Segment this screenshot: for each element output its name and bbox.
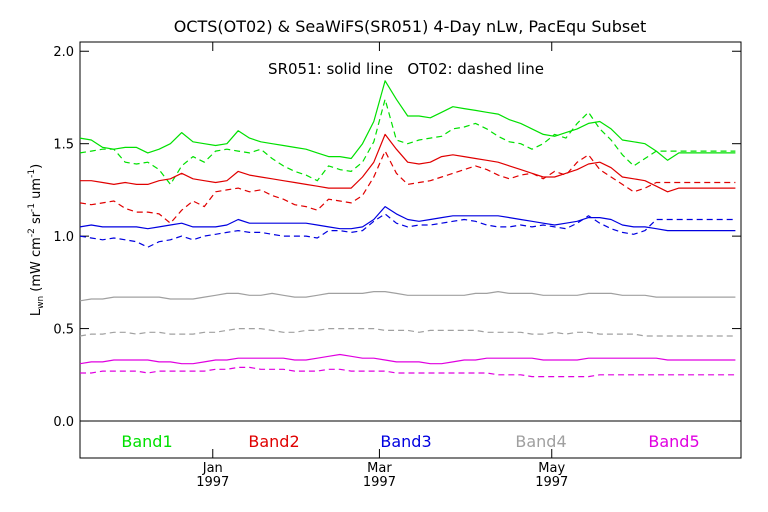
series-line-band1-solid bbox=[79, 80, 736, 161]
y-tick-label: 0.5 bbox=[53, 323, 74, 338]
series-line-band2-solid bbox=[80, 133, 736, 193]
x-tick-label-year: 1997 bbox=[196, 475, 229, 490]
line-style-annotation: SR051: solid line OT02: dashed line bbox=[268, 60, 544, 78]
y-axis-label-open: (mW cm bbox=[29, 237, 44, 296]
legend-band4: Band4 bbox=[515, 432, 566, 451]
x-tick-label-month: May bbox=[538, 461, 565, 476]
x-tick-label-month: Jan bbox=[202, 461, 223, 476]
series-line-band1-dashed bbox=[79, 98, 736, 185]
y-axis-label-mid1: sr bbox=[29, 211, 44, 228]
y-axis-label-mid2: um bbox=[29, 178, 44, 203]
y-tick-label: 1.5 bbox=[53, 138, 74, 153]
x-tick-label-year: 1997 bbox=[363, 475, 396, 490]
y-tick-label: 0.0 bbox=[53, 415, 74, 430]
chart-title: OCTS(OT02) & SeaWiFS(SR051) 4-Day nLw, P… bbox=[174, 17, 647, 36]
series-line-band3-dashed bbox=[79, 213, 736, 248]
series-line-band5-dashed bbox=[80, 366, 736, 378]
y-axis-label: Lwn (mW cm-2 sr-1 um-1) bbox=[27, 164, 46, 316]
x-tick-label-month: Mar bbox=[367, 461, 392, 476]
y-axis-label-close: ) bbox=[29, 164, 44, 169]
y-tick-label: 2.0 bbox=[53, 45, 74, 60]
y-tick-label: 1.0 bbox=[53, 230, 74, 245]
plot-frame bbox=[79, 41, 742, 459]
y-axis-label-sub: wn bbox=[36, 296, 46, 309]
legend-band3: Band3 bbox=[380, 432, 431, 451]
y-axis-label-sup1: -2 bbox=[27, 228, 37, 237]
y-axis-label-sup3: -1 bbox=[27, 169, 37, 178]
plot-area: 0.00.51.01.52.0Jan1997Mar1997May1997Band… bbox=[53, 41, 742, 490]
legend-band1: Band1 bbox=[121, 432, 172, 451]
x-tick-label-year: 1997 bbox=[535, 475, 568, 490]
y-axis-label-main: L bbox=[29, 308, 44, 316]
series-line-band4-dashed bbox=[79, 328, 736, 337]
legend-band5: Band5 bbox=[648, 432, 699, 451]
series-line-band3-solid bbox=[79, 206, 736, 232]
series-line-band2-dashed bbox=[79, 150, 736, 224]
y-axis-label-sup2: -1 bbox=[27, 203, 37, 212]
series-line-band5-solid bbox=[79, 353, 736, 365]
legend-band2: Band2 bbox=[248, 432, 299, 451]
series-line-band4-solid bbox=[79, 291, 736, 302]
